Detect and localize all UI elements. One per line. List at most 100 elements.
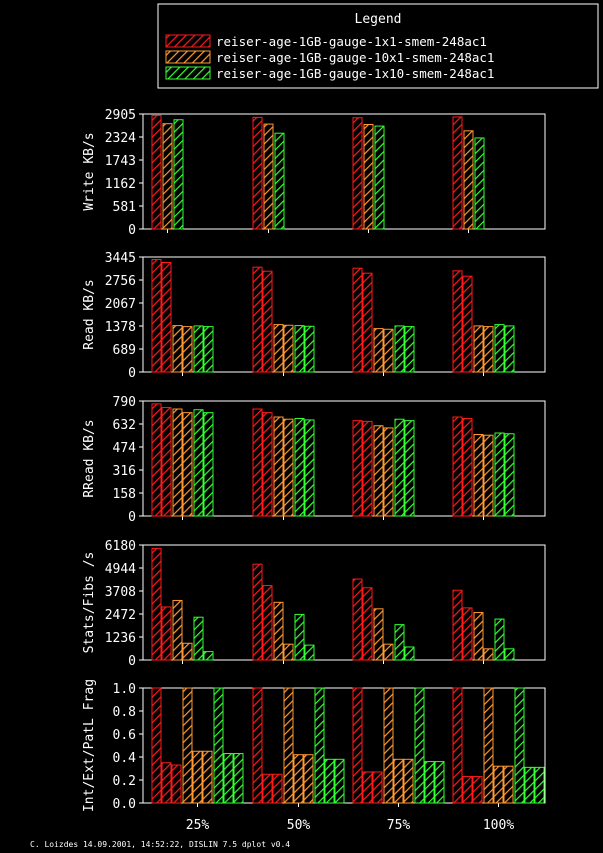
legend-swatch bbox=[165, 34, 211, 48]
bar bbox=[463, 130, 474, 230]
bar bbox=[182, 412, 193, 517]
bar bbox=[161, 606, 172, 661]
legend-label: reiser-age-1GB-gauge-1x10-smem-248ac1 bbox=[216, 66, 494, 81]
bar bbox=[233, 753, 244, 804]
bar bbox=[203, 326, 214, 373]
y-axis-label: Stats/Fibs /s bbox=[82, 552, 97, 654]
bar bbox=[171, 764, 182, 804]
bar bbox=[352, 420, 363, 517]
bar bbox=[462, 275, 473, 373]
bar bbox=[473, 433, 484, 517]
bar bbox=[193, 616, 204, 661]
bar bbox=[494, 618, 505, 661]
bar bbox=[494, 324, 505, 373]
plot-frame bbox=[142, 256, 546, 373]
bar bbox=[483, 326, 494, 373]
x-category-label: 75% bbox=[387, 818, 411, 833]
y-tick-label: 689 bbox=[113, 343, 136, 358]
bar bbox=[304, 325, 315, 373]
bar bbox=[394, 418, 405, 517]
bar bbox=[192, 750, 203, 804]
bar bbox=[352, 117, 363, 230]
bar bbox=[252, 563, 263, 661]
bar bbox=[161, 407, 172, 517]
bar bbox=[304, 644, 315, 661]
bar bbox=[452, 416, 463, 517]
y-tick-label: 0 bbox=[128, 223, 136, 238]
bar bbox=[283, 687, 294, 804]
y-tick-label: 0 bbox=[128, 510, 136, 525]
y-tick-label: 6180 bbox=[105, 539, 136, 554]
bar bbox=[273, 601, 284, 661]
x-category-label: 50% bbox=[287, 818, 311, 833]
bar bbox=[262, 270, 273, 373]
y-tick-label: 581 bbox=[113, 200, 136, 215]
bar bbox=[252, 266, 263, 373]
panel-1: 0 581 1162 1743 2324 2905 Write KB/s bbox=[82, 108, 546, 238]
bar bbox=[472, 776, 483, 804]
bar bbox=[483, 687, 494, 804]
bar bbox=[372, 771, 383, 804]
bar bbox=[494, 432, 505, 517]
bar bbox=[462, 776, 473, 804]
bar bbox=[404, 420, 415, 517]
bar bbox=[252, 408, 263, 517]
legend-label: reiser-age-1GB-gauge-1x1-smem-248ac1 bbox=[216, 34, 487, 49]
bar bbox=[404, 326, 415, 373]
y-tick-label: 1162 bbox=[105, 177, 136, 192]
bar bbox=[404, 646, 415, 661]
legend-label: reiser-age-1GB-gauge-10x1-smem-248ac1 bbox=[216, 50, 494, 65]
x-category-label: 100% bbox=[483, 818, 514, 833]
y-tick-label: 2324 bbox=[105, 131, 136, 146]
bar bbox=[202, 750, 213, 804]
bar bbox=[414, 687, 425, 804]
bar bbox=[383, 687, 394, 804]
bar bbox=[151, 547, 162, 661]
bar bbox=[294, 325, 305, 373]
bar bbox=[462, 417, 473, 517]
y-tick-label: 474 bbox=[113, 441, 137, 456]
y-tick-label: 3445 bbox=[105, 251, 136, 266]
bar bbox=[182, 687, 193, 804]
y-tick-label: 158 bbox=[113, 487, 136, 502]
bar bbox=[293, 754, 304, 804]
y-tick-label: 2472 bbox=[105, 608, 136, 623]
y-tick-label: 1236 bbox=[105, 631, 136, 646]
bar bbox=[394, 325, 405, 373]
y-tick-label: 3708 bbox=[105, 585, 136, 600]
bar bbox=[172, 325, 183, 373]
bar bbox=[452, 687, 463, 804]
bar bbox=[483, 434, 494, 517]
legend-title: Legend bbox=[355, 12, 402, 27]
bar bbox=[294, 613, 305, 661]
bar bbox=[172, 408, 183, 517]
bar bbox=[213, 687, 224, 804]
bar bbox=[203, 412, 214, 517]
bar bbox=[262, 412, 273, 517]
bar bbox=[362, 272, 373, 373]
y-axis-label: RRead KB/s bbox=[82, 419, 97, 497]
y-tick-label: 0 bbox=[128, 366, 136, 381]
legend-swatch bbox=[165, 50, 211, 64]
y-tick-label: 316 bbox=[113, 464, 136, 479]
bar bbox=[504, 648, 515, 661]
bar bbox=[394, 624, 405, 661]
bar bbox=[314, 687, 325, 804]
bar bbox=[473, 612, 484, 661]
bar bbox=[434, 761, 445, 804]
bar bbox=[334, 758, 345, 804]
panel-5: 0.0 0.2 0.4 0.6 0.8 1.0 Int/Ext/PatL Frag 25% 50… bbox=[82, 679, 546, 833]
bar bbox=[203, 651, 214, 661]
y-tick-label: 4944 bbox=[105, 562, 136, 577]
y-tick-label: 1.0 bbox=[113, 682, 136, 697]
bar bbox=[383, 643, 394, 661]
bar bbox=[252, 687, 263, 804]
bar bbox=[304, 419, 315, 517]
bar bbox=[504, 433, 515, 517]
bar bbox=[424, 761, 435, 804]
bar bbox=[172, 599, 183, 661]
y-tick-label: 0.4 bbox=[113, 751, 137, 766]
bar bbox=[352, 687, 363, 804]
bar bbox=[193, 325, 204, 373]
